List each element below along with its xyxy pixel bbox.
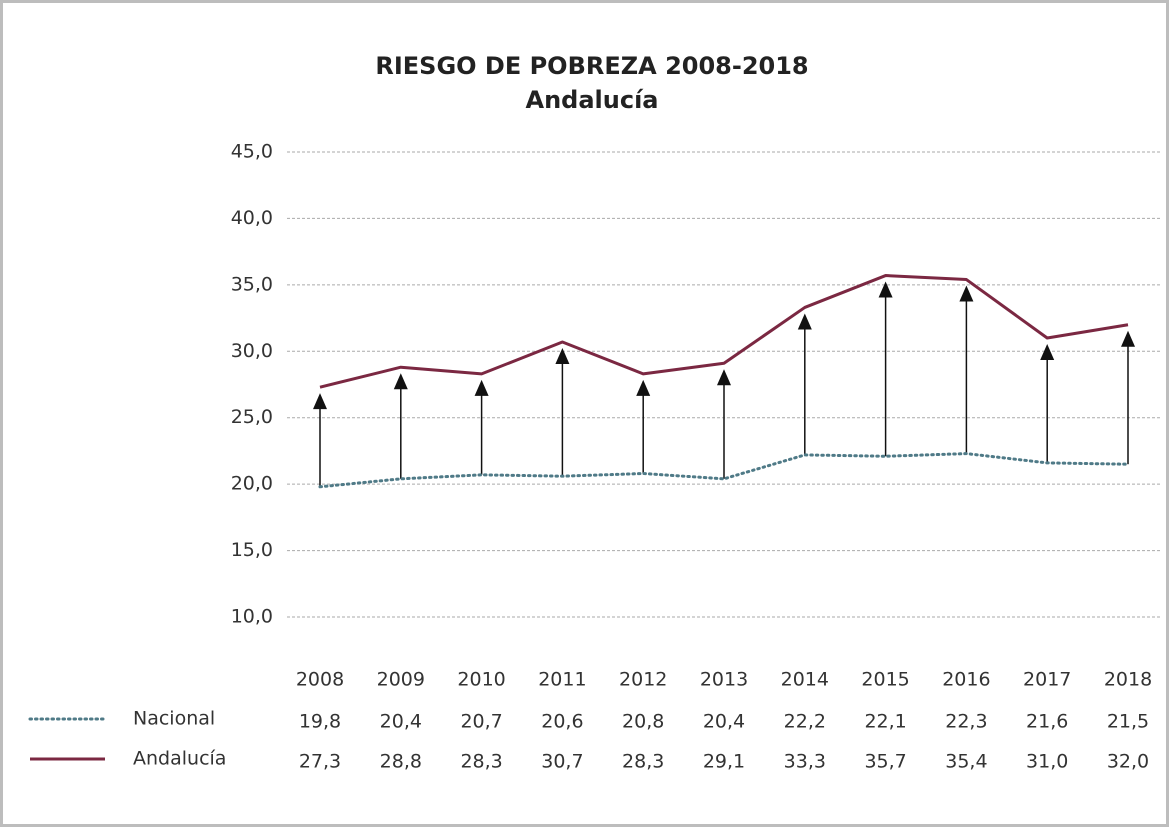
table-value: 30,7 <box>541 751 583 773</box>
difference-arrow <box>717 369 731 479</box>
x-tick-label: 2017 <box>1023 669 1071 691</box>
table-value: 22,3 <box>945 711 987 733</box>
x-tick-label: 2011 <box>538 669 586 691</box>
difference-arrow <box>313 393 327 487</box>
difference-arrow <box>636 379 651 474</box>
y-tick-label: 25,0 <box>231 406 273 428</box>
difference-arrow <box>797 313 812 455</box>
y-tick-label: 35,0 <box>231 273 273 295</box>
x-tick-label: 2014 <box>781 669 829 691</box>
table-value: 28,3 <box>622 751 664 773</box>
x-tick-label: 2018 <box>1104 669 1152 691</box>
legend-label: Nacional <box>133 708 215 730</box>
chart-title: RIESGO DE POBREZA 2008-2018 <box>375 52 808 80</box>
difference-arrow <box>1121 330 1135 465</box>
difference-arrow <box>393 373 408 479</box>
arrow-head <box>313 393 327 410</box>
series-line <box>318 452 1130 489</box>
table-value: 35,7 <box>864 751 906 773</box>
table-value: 29,1 <box>703 751 745 773</box>
x-tick-label: 2008 <box>296 669 344 691</box>
arrow-head <box>797 313 812 330</box>
table-value: 20,8 <box>622 711 664 733</box>
table-value: 20,4 <box>703 711 745 733</box>
table-value: 21,6 <box>1026 711 1068 733</box>
table-value: 22,1 <box>864 711 906 733</box>
table-value: 20,7 <box>460 711 502 733</box>
y-tick-label: 15,0 <box>231 539 273 561</box>
series-line <box>319 274 1129 389</box>
x-tick-label: 2009 <box>377 669 425 691</box>
arrow-head <box>959 285 974 302</box>
difference-arrow <box>878 281 893 457</box>
table-value: 27,3 <box>299 751 341 773</box>
y-tick-label: 20,0 <box>231 473 273 495</box>
x-tick-label: 2015 <box>861 669 909 691</box>
table-value: 28,3 <box>460 751 502 773</box>
difference-arrow <box>959 285 974 454</box>
y-tick-label: 45,0 <box>231 141 273 163</box>
difference-arrow <box>1040 344 1055 463</box>
y-tick-label: 10,0 <box>231 606 273 628</box>
arrow-head <box>555 347 570 364</box>
table-value: 21,5 <box>1107 711 1149 733</box>
x-tick-label: 2013 <box>700 669 748 691</box>
y-tick-label: 30,0 <box>231 340 273 362</box>
arrow-head <box>878 281 893 298</box>
table-value: 28,8 <box>380 751 422 773</box>
x-tick-label: 2010 <box>457 669 505 691</box>
x-tick-label: 2016 <box>942 669 990 691</box>
legend-label: Andalucía <box>133 748 226 770</box>
table-value: 20,6 <box>541 711 583 733</box>
arrow-head <box>474 379 489 396</box>
arrow-head <box>1121 330 1135 347</box>
table-value: 35,4 <box>945 751 987 773</box>
y-tick-label: 40,0 <box>231 207 273 229</box>
arrow-head <box>717 369 731 386</box>
table-value: 20,4 <box>380 711 422 733</box>
table-value: 22,2 <box>784 711 826 733</box>
arrow-head <box>1040 344 1055 360</box>
table-value: 32,0 <box>1107 751 1149 773</box>
table-value: 19,8 <box>299 711 341 733</box>
table-value: 31,0 <box>1026 751 1068 773</box>
arrow-head <box>393 373 408 390</box>
x-tick-label: 2012 <box>619 669 667 691</box>
table-value: 33,3 <box>784 751 826 773</box>
difference-arrow <box>555 347 570 477</box>
difference-arrow <box>474 379 489 475</box>
chart-subtitle: Andalucía <box>526 86 659 114</box>
arrow-head <box>636 379 651 396</box>
